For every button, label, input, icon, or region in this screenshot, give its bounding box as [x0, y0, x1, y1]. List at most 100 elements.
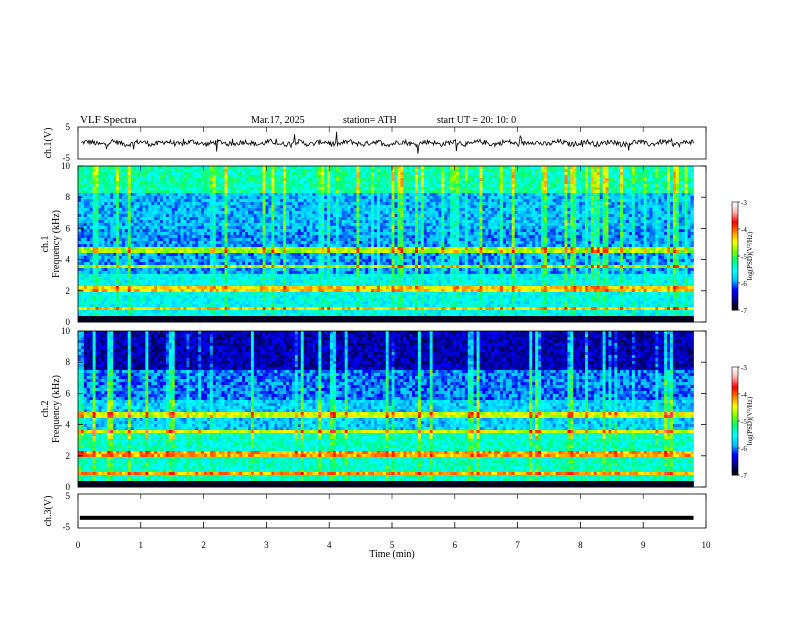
spectrogram-cell	[444, 232, 447, 235]
spectrogram-cell	[178, 217, 181, 220]
spectrogram-cell	[638, 181, 641, 184]
spectrogram-cell	[236, 223, 239, 226]
spectrogram-cell	[134, 175, 137, 178]
spectrogram-cell	[137, 235, 140, 238]
spectrogram-cell	[667, 196, 670, 199]
spectrogram-cell	[477, 208, 480, 211]
spectrogram-cell	[84, 178, 87, 181]
spectrogram-cell	[192, 196, 195, 199]
spectrogram-cell	[324, 178, 327, 181]
spectrogram-cell	[638, 172, 641, 175]
spectrogram-cell	[641, 217, 644, 220]
spectrogram-cell	[101, 235, 104, 238]
spectrogram-cell	[301, 184, 304, 187]
spectrogram-cell	[459, 184, 462, 187]
spectrogram-cell	[268, 178, 271, 181]
spectrogram-cell	[192, 175, 195, 178]
spectrogram-cell	[477, 166, 480, 169]
spectrogram-cell	[93, 211, 96, 214]
spectrogram-cell	[570, 166, 573, 169]
spectrogram-cell	[145, 184, 148, 187]
spectrogram-cell	[295, 232, 298, 235]
spectrogram-cell	[459, 214, 462, 217]
spectrogram-cell	[216, 211, 219, 214]
spectrogram-cell	[591, 199, 594, 202]
spectrogram-cell	[471, 166, 474, 169]
spectrogram-cell	[87, 205, 90, 208]
spectrogram-cell	[230, 172, 233, 175]
spectrogram-cell	[682, 181, 685, 184]
spectrogram-cell	[195, 205, 198, 208]
spectrogram-cell	[271, 214, 274, 217]
spectrogram-cell	[447, 184, 450, 187]
spectrogram-cell	[186, 169, 189, 172]
spectrogram-cell	[283, 193, 286, 196]
spectrogram-cell	[456, 232, 459, 235]
spectrogram-cell	[172, 169, 175, 172]
spectrogram-cell	[268, 232, 271, 235]
spectrogram-cell	[93, 202, 96, 205]
spectrogram-cell	[90, 208, 93, 211]
spectrogram-cell	[359, 178, 362, 181]
spectrogram-cell	[638, 178, 641, 181]
spectrogram-cell	[550, 202, 553, 205]
spectrogram-cell	[210, 193, 213, 196]
spectrogram-cell	[374, 217, 377, 220]
spectrogram-cell	[371, 229, 374, 232]
spectrogram-cell	[268, 229, 271, 232]
spectrogram-cell	[210, 229, 213, 232]
spectrogram-cell	[629, 223, 632, 226]
spectrogram-cell	[649, 166, 652, 169]
spectrogram-cell	[441, 202, 444, 205]
spectrogram-cell	[526, 226, 529, 229]
spectrogram-cell	[142, 187, 145, 190]
spectrogram-cell	[113, 220, 116, 223]
spectrogram-cell	[629, 220, 632, 223]
spectrogram-cell	[342, 214, 345, 217]
spectrogram-cell	[415, 181, 418, 184]
spectrogram-cell	[386, 232, 389, 235]
spectrogram-cell	[210, 223, 213, 226]
spectrogram-cell	[582, 211, 585, 214]
spectrogram-cell	[535, 217, 538, 220]
spectrogram-cell	[477, 178, 480, 181]
spectrogram-cell	[559, 232, 562, 235]
spectrogram-cell	[506, 232, 509, 235]
spectrogram-cell	[638, 226, 641, 229]
spectrogram-cell	[119, 178, 122, 181]
spectrogram-cell	[518, 196, 521, 199]
spectrogram-cell	[567, 205, 570, 208]
spectrogram-cell	[263, 199, 266, 202]
ch1-spectrogram-panel: 0246810 ch.1 Frequency (kHz)	[40, 161, 706, 327]
spectrogram-cell	[330, 187, 333, 190]
spectrogram-cell	[131, 196, 134, 199]
spectrogram-cell	[579, 166, 582, 169]
spectrogram-cell	[652, 232, 655, 235]
spectrogram-cell	[145, 190, 148, 193]
spectrogram-cell	[310, 217, 313, 220]
spectrogram-cell	[283, 199, 286, 202]
spectrogram-cell	[386, 178, 389, 181]
spectrogram-cell	[500, 214, 503, 217]
spectrogram-cell	[227, 217, 230, 220]
spectrogram-cell	[635, 217, 638, 220]
spectrogram-cell	[186, 223, 189, 226]
spectrogram-cell	[189, 202, 192, 205]
spectrogram-cell	[142, 181, 145, 184]
spectrogram-cell	[283, 229, 286, 232]
spectrogram-cell	[242, 232, 245, 235]
spectrogram-cell	[186, 226, 189, 229]
spectrogram-cell	[623, 178, 626, 181]
spectrogram-cell	[163, 166, 166, 169]
spectrogram-cell	[389, 172, 392, 175]
spectrogram-cell	[128, 169, 131, 172]
spectrogram-cell	[368, 232, 371, 235]
spectrogram-cell	[661, 169, 664, 172]
spectrogram-cell	[204, 166, 207, 169]
spectrogram-cell	[594, 232, 597, 235]
spectrogram-cell	[544, 214, 547, 217]
spectrogram-cell	[670, 166, 673, 169]
spectrogram-cell	[210, 184, 213, 187]
spectrogram-cell	[588, 193, 591, 196]
